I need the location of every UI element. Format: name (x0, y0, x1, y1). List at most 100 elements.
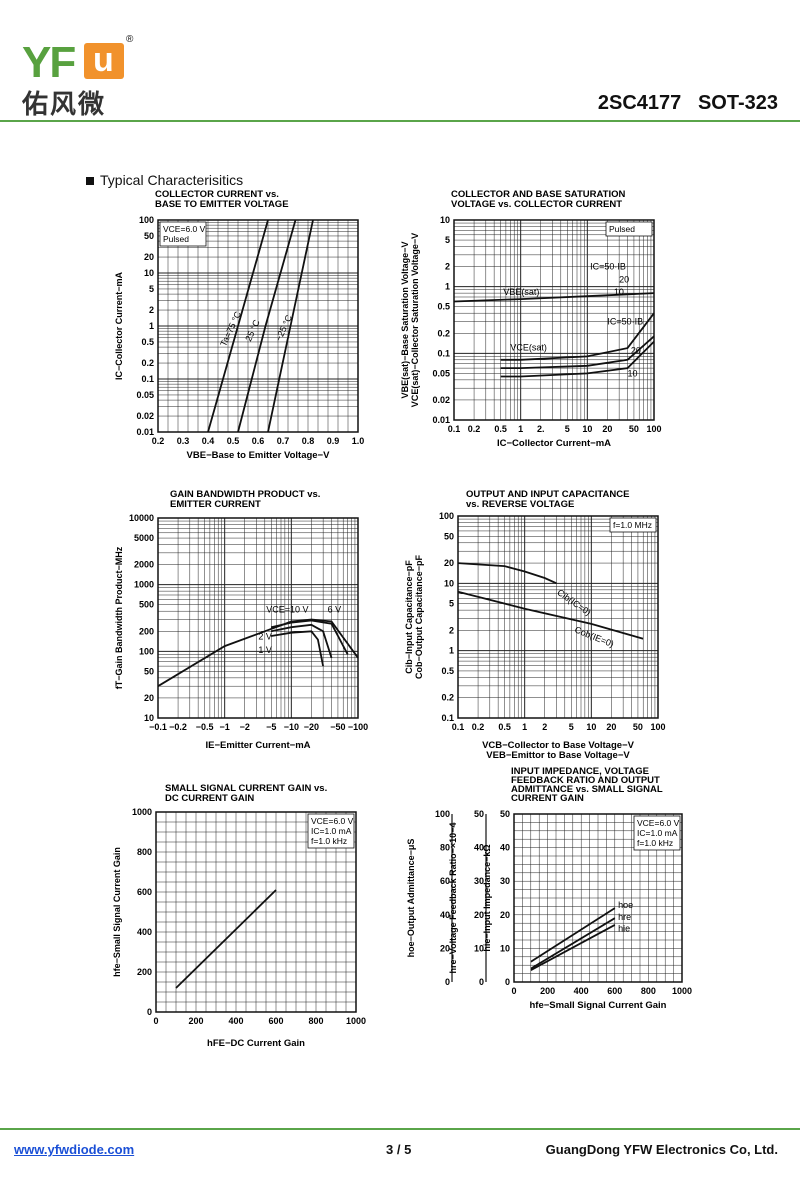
y-tick-label: 0.05 (136, 390, 154, 400)
section-title: Typical Characterisitics (86, 172, 243, 188)
chart-title: OUTPUT AND INPUT CAPACITANCE (466, 489, 629, 500)
x-tick-label: 20 (602, 424, 612, 434)
x-tick-label: 0.7 (277, 436, 290, 446)
x-tick-label: 100 (650, 722, 665, 732)
series-label: hre (618, 912, 631, 922)
y-axis-label: fT−Gain Bandwidth Product−MHz (114, 546, 124, 689)
x-tick-label: 0.2 (472, 722, 485, 732)
y-tick-label: 0.2 (441, 693, 454, 703)
y-tick-label: 50 (500, 809, 510, 819)
chart-title: FEEDBACK RATIO AND OUTPUT (511, 775, 660, 786)
series-line (267, 219, 314, 433)
y-tick-label: 200 (137, 967, 152, 977)
y-tick-label: 0.1 (141, 374, 154, 384)
chart-title: ADMITTANCE vs. SMALL SIGNAL (511, 784, 663, 795)
condition-text: Pulsed (609, 224, 635, 234)
series-label: VCE=10 V (266, 605, 308, 615)
condition-text: VCE=6.0 V (311, 816, 354, 826)
y-tick-label: 0 (147, 1007, 152, 1017)
series-line (500, 335, 655, 370)
y-tick-label: 10 (144, 268, 154, 278)
y-tick-label: 0.1 (441, 713, 454, 723)
series-label: hie (618, 924, 630, 934)
x-tick-label: 0.4 (202, 436, 215, 446)
x-tick-label: 0.8 (302, 436, 315, 446)
y-axis-label: hre−Voltage Feedback Ratio−×10−4 (448, 823, 458, 974)
y-tick-label-middle: 10 (474, 943, 484, 953)
y-tick-label-middle: 40 (474, 843, 484, 853)
y-tick-label: 50 (444, 531, 454, 541)
condition-text: f=1.0 kHz (311, 836, 347, 846)
footer-rule (0, 1128, 800, 1130)
grid (157, 518, 358, 719)
x-tick-label: 1.0 (352, 436, 365, 446)
plot-frame (155, 811, 357, 1013)
company-logo: YF u ® 佑风微 (22, 34, 134, 120)
series-label: IC=50·IB (607, 317, 643, 327)
condition-text: f=1.0 MHz (613, 520, 652, 530)
chart-title: BASE TO EMITTER VOLTAGE (155, 199, 289, 210)
x-tick-label: −20 (304, 722, 319, 732)
y-axis-label: hie−Input Impedance−kΩ (482, 844, 492, 951)
x-tick-label: 600 (268, 1016, 283, 1026)
y-tick-label: 100 (139, 215, 154, 225)
x-axis-label: VCB−Collector to Base Voltage−V (482, 740, 635, 751)
x-axis-label: IC−Collector Current−mA (497, 438, 611, 449)
y-tick-label: 10000 (129, 513, 154, 523)
y-tick-label: 10 (500, 943, 510, 953)
y-tick-label: 100 (439, 511, 454, 521)
y-tick-label: 5 (449, 599, 454, 609)
y-tick-label: 10 (440, 215, 450, 225)
y-tick-label-outer: 20 (440, 943, 450, 953)
y-tick-label: 30 (500, 876, 510, 886)
series-label: 2 V (258, 632, 272, 642)
series-line (271, 619, 349, 655)
y-tick-label: 2 (449, 625, 454, 635)
chart-title: COLLECTOR AND BASE SATURATION (451, 189, 625, 200)
y-tick-label: 0.2 (437, 328, 450, 338)
chart-title: INPUT IMPEDANCE, VOLTAGE (511, 766, 649, 777)
chart-title: COLLECTOR CURRENT vs. (155, 189, 279, 200)
x-tick-label: 10 (582, 424, 592, 434)
conditions-box (605, 221, 653, 237)
registered-mark: ® (126, 34, 134, 45)
x-tick-label: 20 (606, 722, 616, 732)
y-tick-label: 0.01 (432, 415, 450, 425)
x-tick-label: −100 (348, 722, 368, 732)
y-tick-label: 0.02 (136, 411, 154, 421)
plot-frame (453, 219, 655, 421)
series-label: IC=50·IB (590, 262, 626, 272)
x-tick-label: −0.1 (149, 722, 167, 732)
x-tick-label: −10 (284, 722, 299, 732)
y-tick-label-middle: 20 (474, 910, 484, 920)
x-tick-label: 1000 (672, 986, 692, 996)
website-link[interactable]: www.yfwdiode.com (14, 1142, 135, 1157)
series-line (207, 219, 269, 433)
series-line (271, 623, 333, 659)
y-tick-label-middle: 30 (474, 876, 484, 886)
header-rule (0, 120, 800, 122)
series-line (175, 889, 277, 989)
series-label: −25 °C (273, 313, 294, 343)
section-title-text: Typical Characterisitics (100, 172, 244, 188)
chart-gain-bandwidth: GAIN BANDWIDTH PRODUCT vs.EMITTER CURREN… (114, 489, 368, 751)
x-tick-label: 200 (188, 1016, 203, 1026)
series-label: 20 (619, 275, 629, 285)
x-tick-label: 200 (540, 986, 555, 996)
x-tick-label: 1 (522, 722, 527, 732)
y-tick-label-outer: 100 (435, 809, 450, 819)
x-tick-label: 400 (574, 986, 589, 996)
y-tick-label: 100 (139, 646, 154, 656)
y-tick-label: 10 (144, 713, 154, 723)
x-tick-label: 50 (633, 722, 643, 732)
y-tick-label: 0.01 (136, 427, 154, 437)
series-label: hoe (618, 900, 633, 910)
y-tick-label: 5000 (134, 533, 154, 543)
series-line (157, 618, 359, 687)
y-tick-label: 0 (505, 977, 510, 987)
series-label: 1 V (258, 645, 272, 655)
y-tick-label: 1000 (134, 580, 154, 590)
x-tick-label: 1 (518, 424, 523, 434)
y-tick-label: 10 (444, 578, 454, 588)
series-line (271, 630, 324, 667)
